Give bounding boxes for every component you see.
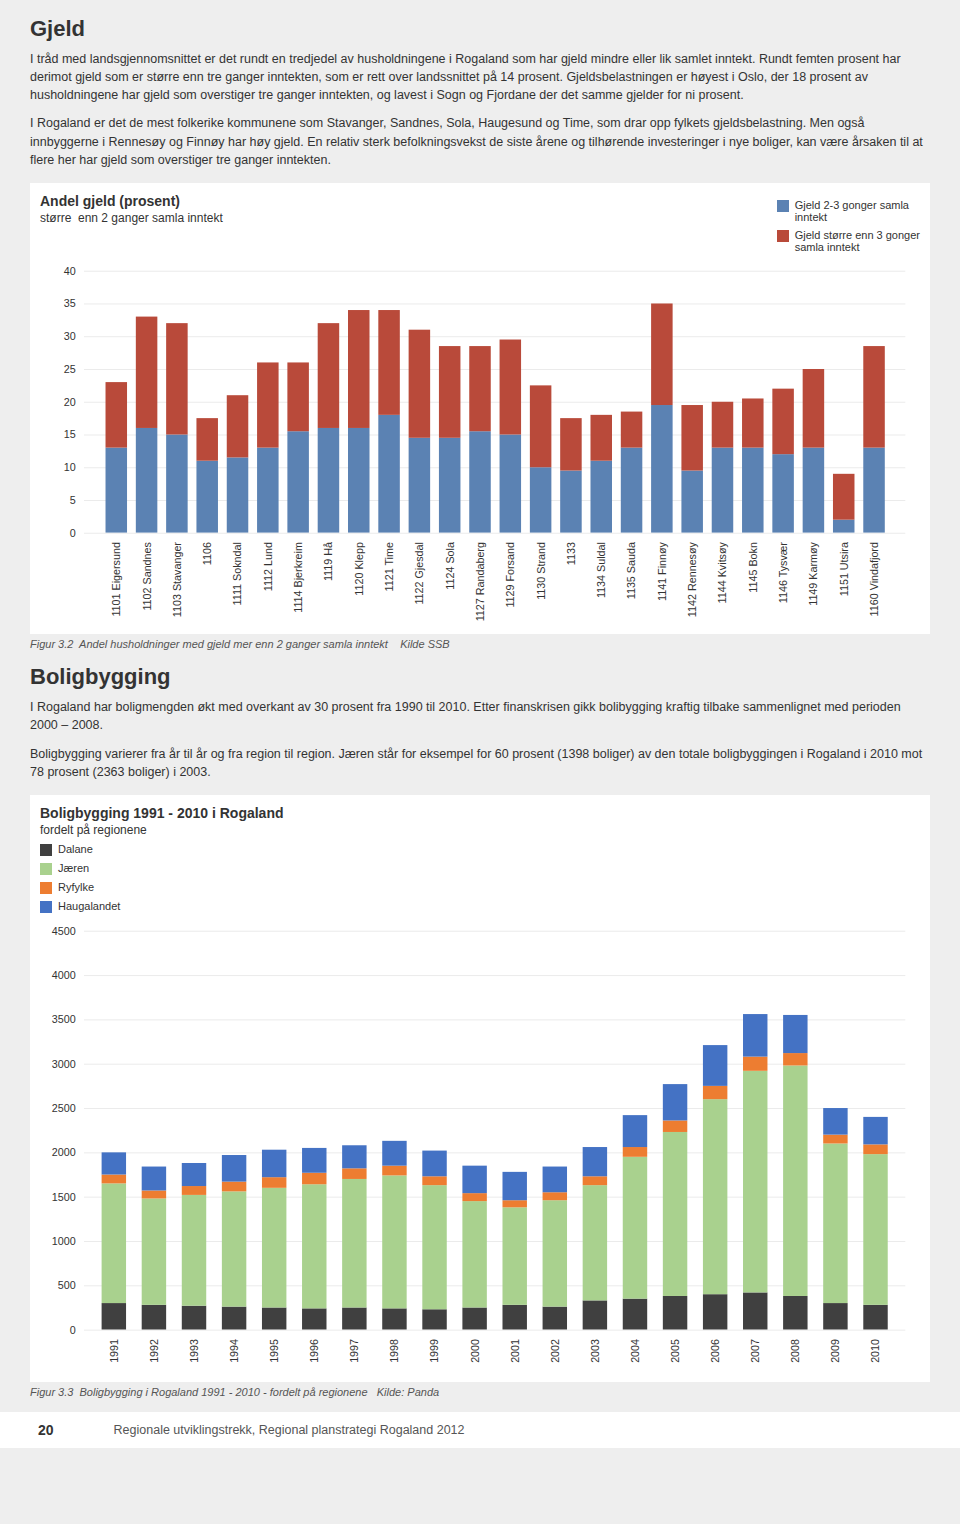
svg-text:1144 Kvitsøy: 1144 Kvitsøy — [716, 541, 728, 603]
svg-text:1998: 1998 — [388, 1339, 400, 1363]
svg-text:1149 Karmøy: 1149 Karmøy — [807, 541, 819, 605]
svg-text:25: 25 — [64, 363, 76, 375]
svg-text:1121 Time: 1121 Time — [383, 542, 395, 591]
svg-text:1122 Gjesdal: 1122 Gjesdal — [413, 542, 425, 605]
svg-text:1995: 1995 — [268, 1339, 280, 1363]
svg-text:3500: 3500 — [52, 1013, 76, 1025]
svg-text:1129 Forsand: 1129 Forsand — [504, 542, 516, 608]
svg-text:2000: 2000 — [469, 1339, 481, 1363]
html-text:Gjeld 2-3 gonger samla inntekt: Gjeld 2-3 gonger samla inntekt — [794, 198, 909, 223]
svg-text:1146 Tysvær: 1146 Tysvær — [777, 541, 789, 603]
svg-text:3000: 3000 — [52, 1057, 76, 1069]
svg-text:1996: 1996 — [308, 1339, 320, 1363]
svg-text:1000: 1000 — [52, 1235, 76, 1247]
svg-text:1135 Sauda: 1135 Sauda — [625, 542, 637, 599]
svg-text:1102 Sandnes: 1102 Sandnes — [141, 542, 153, 611]
svg-text:1151 Utsira: 1151 Utsira — [838, 542, 850, 596]
svg-text:1992: 1992 — [148, 1339, 160, 1363]
svg-text:2000: 2000 — [52, 1146, 76, 1158]
svg-text:1141 Finnøy: 1141 Finnøy — [656, 541, 668, 601]
svg-text:4000: 4000 — [52, 969, 76, 981]
svg-text:1112 Lund: 1112 Lund — [262, 542, 274, 591]
svg-text:0: 0 — [70, 526, 76, 538]
svg-text:1111 Sokndal: 1111 Sokndal — [231, 542, 243, 605]
svg-text:1500: 1500 — [52, 1190, 76, 1202]
svg-text:1145 Bokn: 1145 Bokn — [747, 542, 759, 593]
svg-text:5: 5 — [70, 494, 76, 506]
html-text:Gjeld: Gjeld — [30, 16, 85, 41]
svg-text:2009: 2009 — [829, 1339, 841, 1363]
svg-text:1134 Suldal: 1134 Suldal — [595, 542, 607, 598]
html-text:Gjeld større enn 3 gonger saml: Gjeld større enn 3 gonger samla inntekt — [794, 228, 920, 253]
html-text:Boligbygging 1991 - 2010 i Rog: Boligbygging 1991 - 2010 i Rogaland — [40, 804, 284, 821]
html-text:Regionale utviklingstrekk, Reg: Regionale utviklingstrekk, Regional plan… — [113, 1423, 465, 1438]
svg-text:500: 500 — [58, 1279, 76, 1291]
html-text:20: 20 — [38, 1422, 54, 1439]
svg-text:1993: 1993 — [188, 1339, 200, 1363]
svg-text:35: 35 — [64, 297, 76, 309]
html-text:I Rogaland er det de mest folk: I Rogaland er det de mest folkerike komm… — [30, 116, 923, 167]
svg-text:1142 Rennesøy: 1142 Rennesøy — [686, 541, 698, 617]
svg-text:1127 Randaberg: 1127 Randaberg — [474, 542, 486, 621]
html-text:I tråd med landsgjennomsnittet: I tråd med landsgjennomsnittet er det ru… — [30, 52, 901, 103]
html-text:Figur 3.3 Boligbygging i Rogal: Figur 3.3 Boligbygging i Rogaland 1991 -… — [30, 1386, 440, 1399]
svg-text:2500: 2500 — [52, 1102, 76, 1114]
html-text:fordelt på regionene: fordelt på regionene — [40, 822, 147, 837]
html-text:Ryfylke: Ryfylke — [58, 880, 95, 893]
html-text:større enn 2 ganger samla innt: større enn 2 ganger samla inntekt — [40, 210, 223, 225]
svg-text:4500: 4500 — [52, 924, 76, 936]
svg-text:15: 15 — [64, 428, 76, 440]
svg-text:2007: 2007 — [749, 1339, 761, 1363]
svg-text:1124 Sola: 1124 Sola — [444, 542, 456, 590]
svg-text:1120 Klepp: 1120 Klepp — [353, 542, 365, 596]
svg-text:2002: 2002 — [549, 1339, 561, 1363]
svg-text:1119 Hå: 1119 Hå — [322, 542, 334, 581]
svg-text:1106: 1106 — [201, 542, 213, 565]
html-text:I Rogaland har boligmengden øk: I Rogaland har boligmengden økt med over… — [30, 700, 901, 733]
svg-text:2005: 2005 — [669, 1339, 681, 1363]
svg-text:2010: 2010 — [869, 1339, 881, 1363]
svg-text:30: 30 — [64, 330, 76, 342]
svg-text:1994: 1994 — [228, 1339, 240, 1363]
svg-text:10: 10 — [64, 461, 76, 473]
svg-text:2001: 2001 — [509, 1339, 521, 1363]
svg-text:1997: 1997 — [348, 1339, 360, 1363]
svg-text:1999: 1999 — [428, 1339, 440, 1363]
svg-text:2004: 2004 — [629, 1339, 641, 1363]
html-text:Andel gjeld (prosent): Andel gjeld (prosent) — [40, 192, 180, 209]
svg-text:1101 Eigersund: 1101 Eigersund — [110, 542, 122, 617]
svg-text:1133: 1133 — [565, 542, 577, 565]
html-text:Dalane: Dalane — [58, 842, 93, 855]
html-text:Haugalandet: Haugalandet — [58, 899, 121, 912]
svg-text:2003: 2003 — [589, 1339, 601, 1363]
html-text:Boligbygging: Boligbygging — [30, 664, 171, 690]
svg-text:0: 0 — [70, 1323, 76, 1335]
html-text:Jæren: Jæren — [58, 861, 90, 874]
html-text:Figur 3.2 Andel husholdninger: Figur 3.2 Andel husholdninger med gjeld … — [30, 638, 450, 651]
svg-text:1991: 1991 — [108, 1339, 120, 1363]
html-text:Boligbygging varierer fra år t: Boligbygging varierer fra år til år og f… — [30, 746, 923, 779]
svg-text:1130 Strand: 1130 Strand — [535, 542, 547, 600]
svg-text:20: 20 — [64, 395, 76, 407]
svg-text:1160 Vindafjord: 1160 Vindafjord — [868, 542, 880, 616]
svg-text:1103 Stavanger: 1103 Stavanger — [171, 541, 183, 617]
svg-text:1114 Bjerkreim: 1114 Bjerkreim — [292, 542, 304, 613]
svg-text:2006: 2006 — [709, 1339, 721, 1363]
svg-text:2008: 2008 — [789, 1339, 801, 1363]
svg-text:40: 40 — [64, 264, 76, 276]
